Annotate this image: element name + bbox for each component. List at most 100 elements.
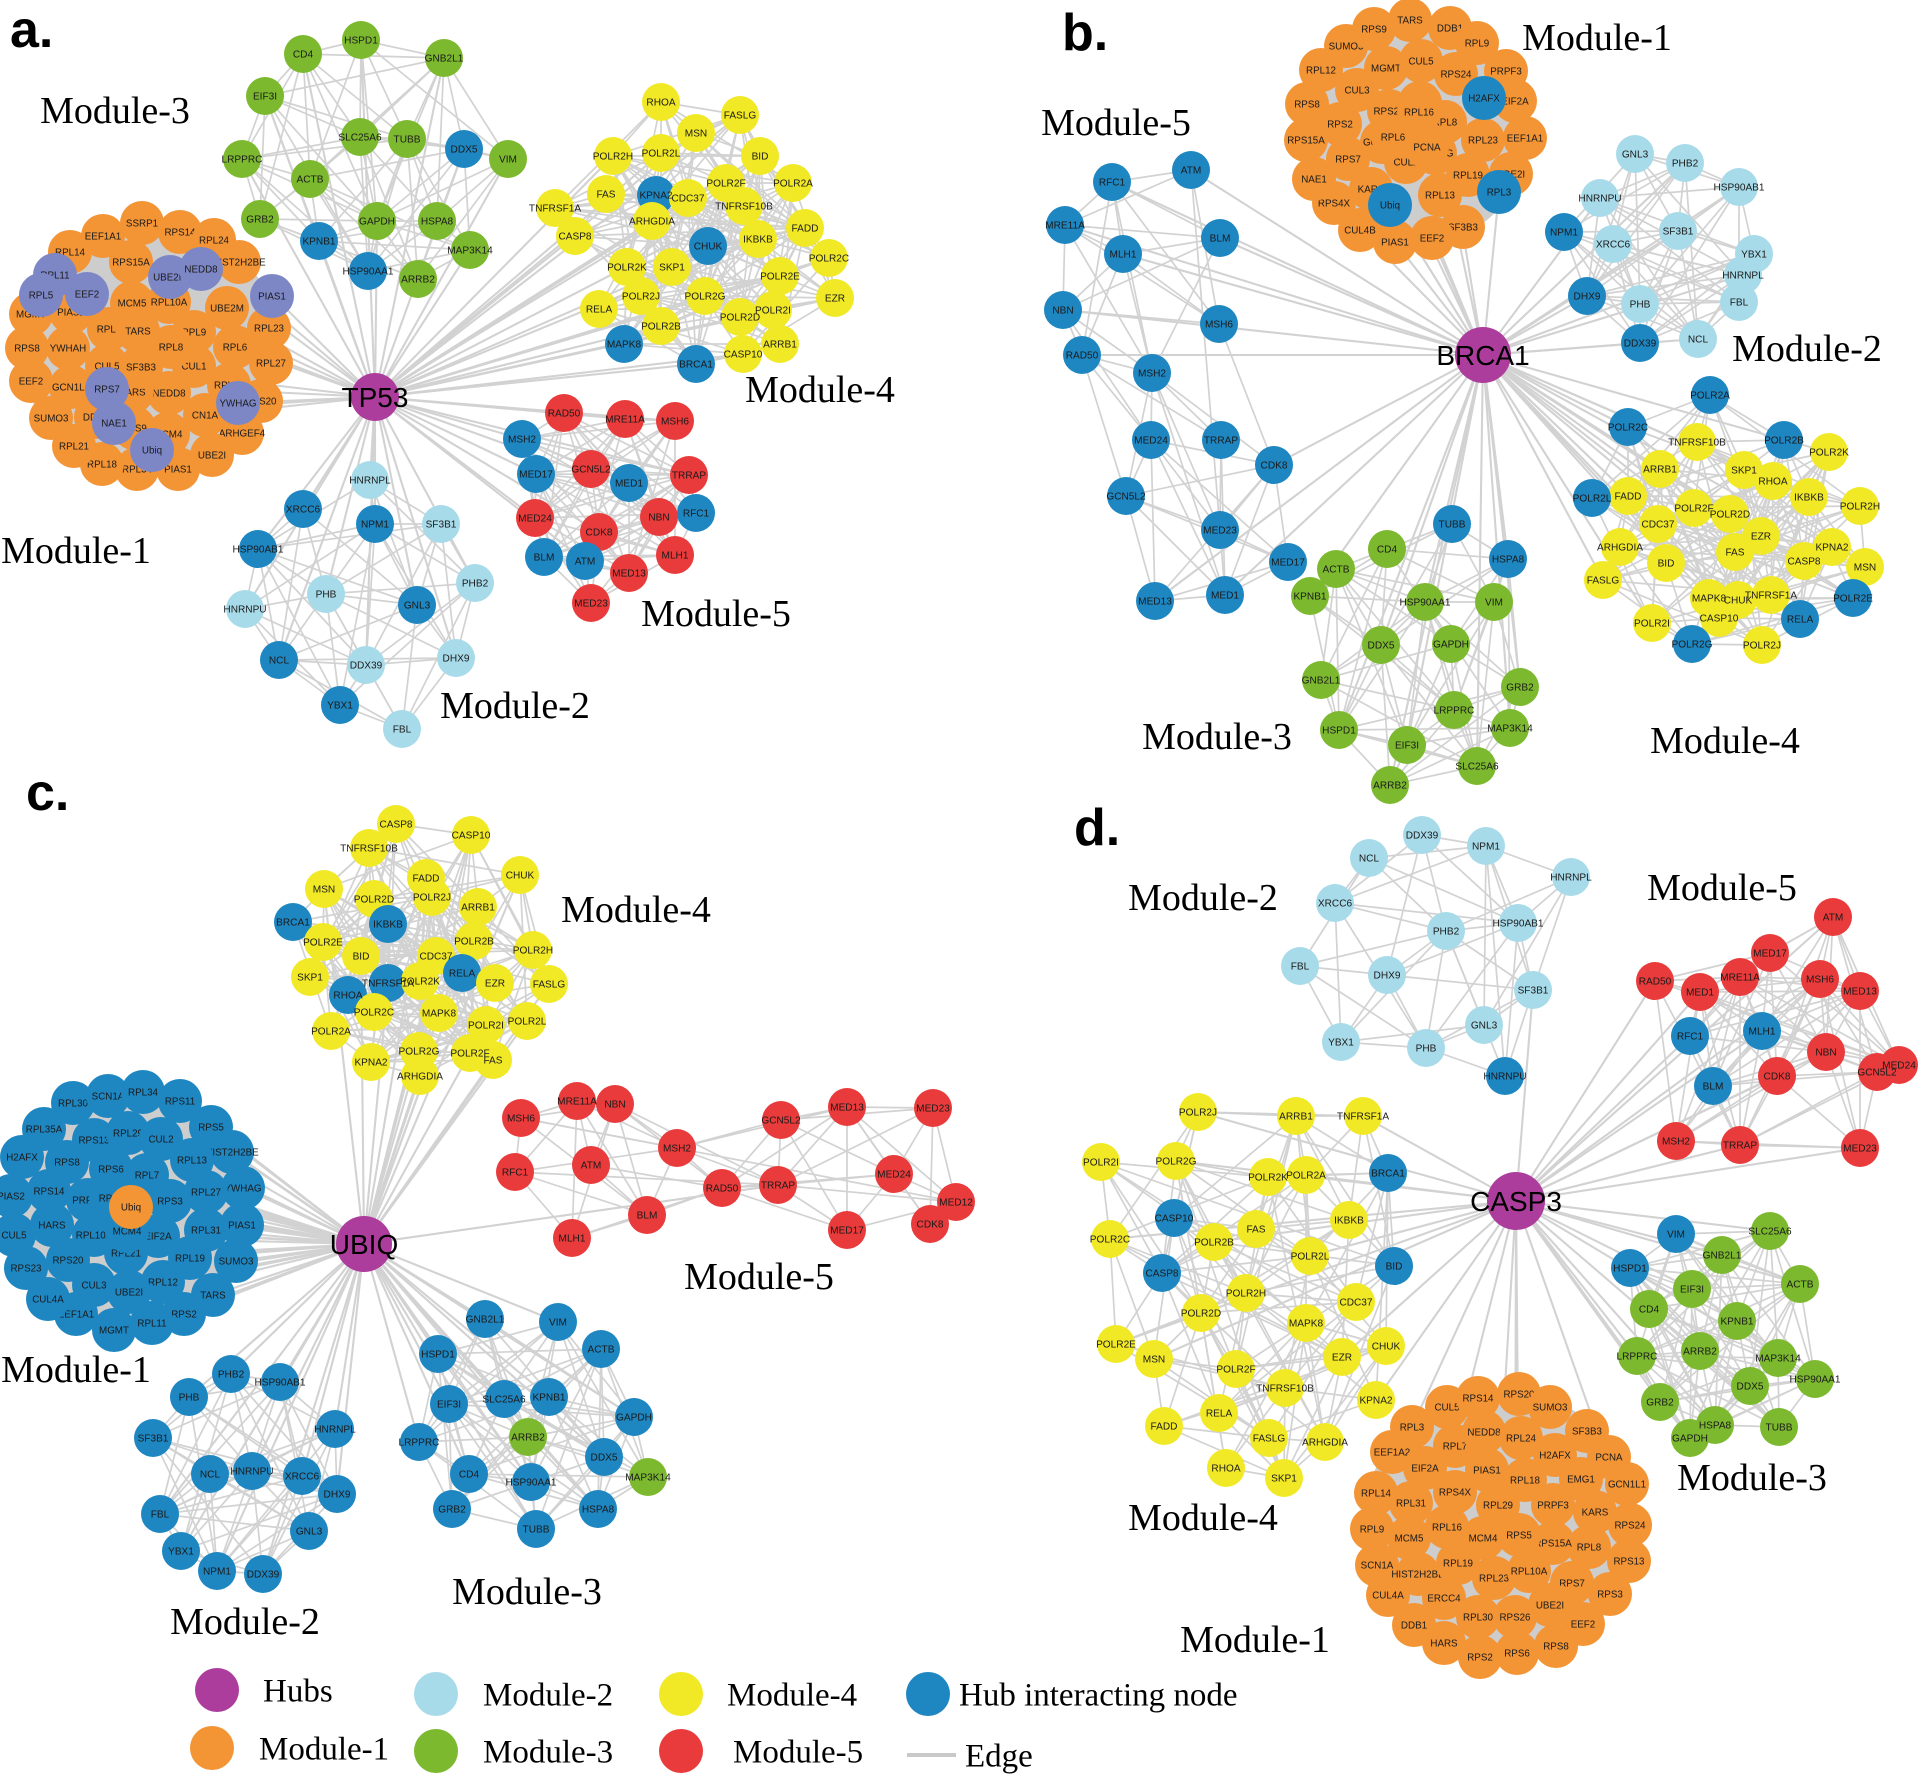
svg-text:PHB2: PHB2 [218,1370,245,1381]
svg-text:RPS9: RPS9 [1361,24,1387,35]
svg-text:RPL13: RPL13 [177,1155,208,1166]
svg-text:RPL13: RPL13 [1425,190,1456,201]
svg-text:GNL3: GNL3 [1622,150,1649,161]
svg-text:FBL: FBL [1291,962,1310,973]
svg-text:POLR2L: POLR2L [508,1017,547,1028]
svg-text:POLR2D: POLR2D [1181,1309,1221,1320]
svg-text:MED24: MED24 [1134,436,1168,447]
svg-text:KPNA2: KPNA2 [1359,1396,1392,1407]
svg-text:SKP1: SKP1 [1271,1474,1297,1485]
svg-text:PIAS1: PIAS1 [258,291,286,302]
svg-text:RPS20: RPS20 [245,396,277,407]
svg-text:Module-4: Module-4 [1128,1497,1278,1539]
svg-text:MED13: MED13 [830,1103,864,1114]
svg-text:CHUK: CHUK [1724,596,1753,607]
svg-text:MRE11A: MRE11A [1045,221,1085,232]
svg-text:RPS8: RPS8 [14,343,40,354]
svg-text:EMG1: EMG1 [1567,1474,1595,1485]
svg-text:RPL9: RPL9 [1360,1524,1385,1535]
svg-text:GAPDH: GAPDH [1672,1434,1708,1445]
svg-text:POLR2H: POLR2H [513,946,553,957]
svg-text:NCL: NCL [1359,854,1380,865]
svg-text:MED13: MED13 [1843,987,1877,998]
svg-text:RPL10A: RPL10A [76,1230,113,1241]
svg-text:BLM: BLM [534,553,555,564]
svg-text:RPL19: RPL19 [1443,1558,1473,1569]
svg-text:DDX39: DDX39 [1624,339,1657,350]
svg-text:MGMT: MGMT [1371,63,1401,74]
svg-text:RPS6: RPS6 [1504,1648,1530,1659]
svg-text:RPL31: RPL31 [191,1225,221,1236]
svg-text:RFC1: RFC1 [1677,1032,1704,1043]
svg-text:RPS8: RPS8 [1294,99,1320,110]
svg-text:RFC1: RFC1 [683,509,710,520]
svg-text:MSH2: MSH2 [663,1144,691,1155]
svg-text:CHUK: CHUK [506,871,535,882]
svg-text:ARRB2: ARRB2 [401,275,435,286]
svg-text:FBL: FBL [393,725,412,736]
svg-text:TNFRSF10B: TNFRSF10B [1668,438,1726,449]
svg-text:EEF1A1: EEF1A1 [58,1309,95,1320]
svg-text:MED24: MED24 [518,514,552,525]
svg-text:RPS24: RPS24 [1614,1520,1646,1531]
svg-text:POLR2K: POLR2K [1248,1173,1288,1184]
svg-text:H2AFX: H2AFX [1468,93,1500,104]
svg-text:MED23: MED23 [1843,1144,1877,1155]
svg-text:PCNA: PCNA [1595,1452,1623,1463]
svg-text:MLH1: MLH1 [662,551,689,562]
svg-text:MLH1: MLH1 [1749,1027,1776,1038]
svg-text:MAPK8: MAPK8 [1692,594,1727,605]
svg-text:EEF1A1: EEF1A1 [85,231,122,242]
svg-text:HARS: HARS [38,1220,66,1231]
svg-text:NCL: NCL [269,656,290,667]
svg-text:YWHAG: YWHAG [219,398,256,409]
svg-text:RPL23: RPL23 [1468,135,1499,146]
svg-text:Module-3: Module-3 [1142,716,1292,758]
svg-text:RPL27: RPL27 [256,358,286,369]
svg-text:RPL31: RPL31 [1396,1498,1426,1509]
svg-text:GCN5L2: GCN5L2 [571,465,611,476]
svg-text:RPS4X: RPS4X [1318,198,1351,209]
svg-text:TNFRSF1A: TNFRSF1A [529,204,581,215]
svg-text:FADD: FADD [413,874,440,885]
svg-text:POLR2C: POLR2C [1090,1235,1130,1246]
svg-text:RPS3: RPS3 [157,1196,183,1207]
svg-text:RPS11: RPS11 [165,1096,195,1107]
svg-text:UBE2M: UBE2M [153,272,187,283]
svg-text:KPNB1: KPNB1 [302,237,335,248]
svg-text:YBX1: YBX1 [327,701,353,712]
svg-text:FAS: FAS [1725,548,1744,559]
svg-text:POLR2E: POLR2E [1096,1340,1136,1351]
svg-text:NPM1: NPM1 [1472,842,1500,853]
svg-text:SUMO3: SUMO3 [34,413,69,424]
svg-text:CDC37: CDC37 [1641,520,1674,531]
svg-text:LRPPRC: LRPPRC [1617,1352,1658,1363]
svg-text:MLH1: MLH1 [559,1234,586,1245]
svg-text:CHUK: CHUK [694,242,723,253]
svg-text:FASLG: FASLG [1253,1434,1286,1445]
svg-text:CASP10: CASP10 [724,350,763,361]
svg-text:RPS26: RPS26 [1499,1612,1531,1623]
svg-text:RPL4: RPL4 [97,324,122,335]
svg-text:HNRNPL: HNRNPL [349,476,391,487]
svg-text:Module-1: Module-1 [259,1732,389,1768]
svg-text:RPL8: RPL8 [159,342,184,353]
svg-text:RPL9: RPL9 [1465,38,1490,49]
svg-text:CD4: CD4 [293,50,314,61]
svg-text:ARRB1: ARRB1 [763,340,797,351]
svg-text:EZR: EZR [1751,532,1771,543]
svg-text:RPL29: RPL29 [113,1128,143,1139]
svg-text:RAD50: RAD50 [1639,977,1672,988]
svg-text:POLR2K: POLR2K [400,977,440,988]
svg-text:TUBB: TUBB [1439,520,1466,531]
svg-text:MAP3K14: MAP3K14 [625,1473,671,1484]
svg-text:POLR2A: POLR2A [311,1027,351,1038]
svg-text:HSP90AA1: HSP90AA1 [1789,1375,1840,1386]
svg-text:RPS8: RPS8 [54,1157,80,1168]
svg-text:MED17: MED17 [1753,949,1787,960]
svg-text:MED17: MED17 [1271,558,1305,569]
svg-text:DHX9: DHX9 [443,654,470,665]
svg-text:MCM5: MCM5 [1395,1533,1424,1544]
svg-text:NBN: NBN [604,1100,625,1111]
svg-text:ARRB2: ARRB2 [1373,781,1407,792]
